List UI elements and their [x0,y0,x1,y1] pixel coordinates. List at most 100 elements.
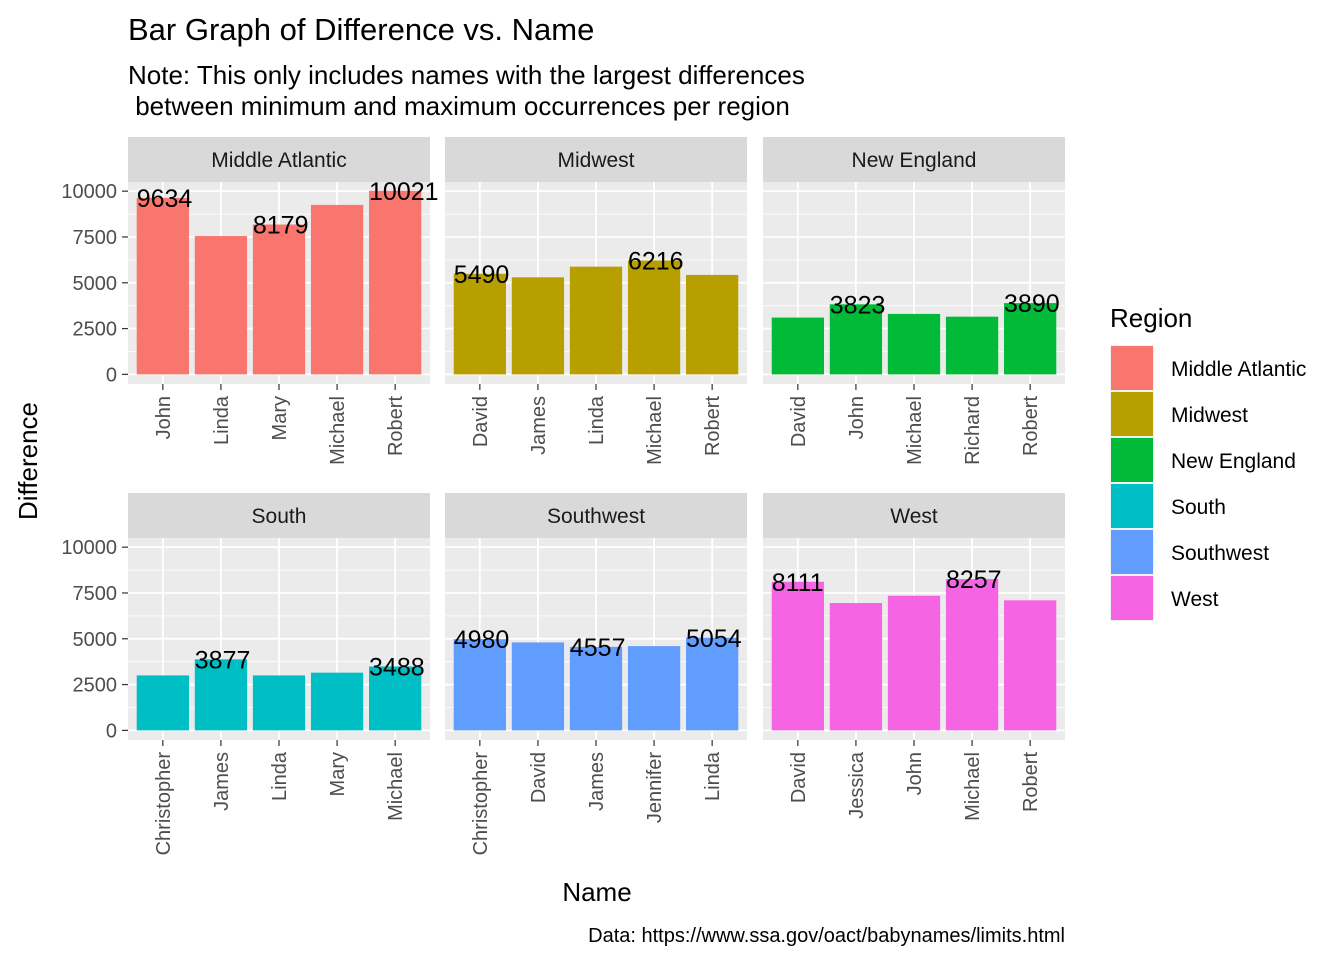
y-axis-title: Difference [13,402,43,520]
facet-middle-atlantic: Middle Atlantic 9634 8179 10021 John Linda Mar… [61,137,439,465]
x-tick-label-new-england-richard: Richard [962,396,984,465]
y-tick-label: 10000 [61,181,117,203]
facet-panels: Middle Atlantic 9634 8179 10021 John Linda Mar… [61,137,1065,855]
legend-swatch-southwest [1111,530,1153,574]
bar-middle-atlantic-linda[interactable] [194,236,248,375]
x-tick-label-south-james: James [211,752,233,811]
x-tick-label-southwest-david: David [528,752,550,803]
bar-middle-atlantic-michael[interactable] [310,204,364,375]
bar-west-robert[interactable] [1004,600,1057,731]
x-tick-label-west-robert: Robert [1020,752,1042,812]
x-tick-label-west-david: David [788,752,810,803]
x-tick-label-south-christopher: Christopher [153,752,175,856]
x-tick-label-midwest-linda: Linda [586,395,608,445]
facet-strip-west [763,493,1065,538]
bar-west-jessica[interactable] [829,603,883,731]
x-tick-label-middle-atlantic-michael: Michael [327,396,349,465]
facet-strip-label-south: South [252,505,307,528]
facet-strip-label-new-england: New England [852,149,977,172]
x-tick-label-west-john: John [904,752,926,795]
facet-new-england: New England 3823 3890 David John Michael Richa… [763,137,1065,465]
chart-caption: Data: https://www.ssa.gov/oact/babynames… [588,925,1065,947]
x-tick-label-new-england-david: David [788,396,810,447]
bar-new-england-john[interactable] [829,304,883,375]
x-tick-label-south-mary: Mary [327,752,349,796]
data-label-southwest-linda: 5054 [686,625,742,653]
facet-strip-south [128,493,430,538]
bar-southwest-christopher[interactable] [453,639,506,731]
facet-strip-label-middle-atlantic: Middle Atlantic [211,149,346,172]
data-label-south-michael: 3488 [369,653,425,681]
legend-label-west: West [1171,588,1219,611]
bar-midwest-james[interactable] [511,277,565,375]
y-tick-label: 5000 [73,629,118,651]
x-tick-label-southwest-james: James [586,752,608,811]
bar-new-england-michael[interactable] [887,313,941,375]
data-label-southwest-christopher: 4980 [454,626,510,654]
x-tick-label-southwest-christopher: Christopher [470,752,492,856]
x-tick-label-new-england-robert: Robert [1020,396,1042,456]
data-label-midwest-david: 5490 [454,261,510,289]
bar-west-john[interactable] [887,595,941,731]
bar-south-linda[interactable] [252,675,306,731]
bar-southwest-david[interactable] [511,642,565,731]
bar-south-mary[interactable] [310,672,364,731]
bar-new-england-robert[interactable] [1004,303,1057,375]
x-tick-label-southwest-jennifer: Jennifer [644,752,666,823]
bar-middle-atlantic-john[interactable] [136,197,189,375]
bar-new-england-richard[interactable] [945,316,999,375]
bar-southwest-jennifer[interactable] [627,646,681,731]
facet-strip-new-england [763,137,1065,182]
legend-swatch-midwest [1111,392,1153,436]
bar-southwest-linda[interactable] [686,637,739,731]
x-tick-label-west-michael: Michael [962,752,984,821]
x-tick-label-new-england-michael: Michael [904,396,926,465]
data-label-midwest-michael: 6216 [628,247,684,275]
facet-strip-label-midwest: Midwest [557,149,634,172]
facet-west: West 8111 8257 David Jessica John Michael Rober… [763,493,1065,821]
bar-middle-atlantic-robert[interactable] [369,190,422,375]
bar-west-david[interactable] [771,581,824,731]
chart-title: Bar Graph of Difference vs. Name [128,12,594,47]
bar-midwest-robert[interactable] [686,274,739,375]
bar-west-michael[interactable] [945,579,999,731]
x-tick-label-midwest-michael: Michael [644,396,666,465]
x-tick-label-southwest-linda: Linda [702,751,724,801]
data-label-middle-atlantic-john: 9634 [137,185,193,213]
bar-midwest-michael[interactable] [627,260,681,375]
facet-strip-middle-atlantic [128,137,430,182]
legend-swatch-new-england [1111,438,1153,482]
y-tick-label: 2500 [73,319,118,341]
legend-label-southwest: Southwest [1171,542,1269,565]
bar-new-england-david[interactable] [771,317,824,375]
bar-midwest-linda[interactable] [569,266,623,375]
x-tick-label-midwest-david: David [470,396,492,447]
bar-south-james[interactable] [194,659,248,731]
legend-title: Region [1110,303,1192,333]
bar-south-christopher[interactable] [136,675,189,731]
bar-south-michael[interactable] [369,666,422,731]
facet-strip-southwest [445,493,747,538]
y-tick-label: 7500 [73,583,118,605]
facet-strip-midwest [445,137,747,182]
bar-midwest-david[interactable] [453,273,506,375]
x-tick-label-middle-atlantic-john: John [153,396,175,439]
legend-label-south: South [1171,496,1226,519]
x-tick-label-new-england-john: John [846,396,868,439]
data-label-middle-atlantic-mary: 8179 [253,212,309,240]
data-label-south-james: 3877 [195,646,251,674]
data-label-new-england-john: 3823 [830,291,886,319]
bar-southwest-james[interactable] [569,646,623,731]
x-tick-label-midwest-robert: Robert [702,396,724,456]
data-label-west-michael: 8257 [946,566,1002,594]
bar-middle-atlantic-mary[interactable] [252,224,306,375]
facet-strip-label-southwest: Southwest [547,505,645,528]
data-label-new-england-robert: 3890 [1004,290,1060,318]
x-tick-label-middle-atlantic-linda: Linda [211,395,233,445]
legend-label-middle-atlantic: Middle Atlantic [1171,358,1306,381]
x-tick-label-middle-atlantic-mary: Mary [269,396,291,440]
chart-subtitle-line-1: Note: This only includes names with the … [128,60,805,90]
legend-label-new-england: New England [1171,450,1296,473]
facet-midwest: Midwest 5490 6216 David James Linda Michael Rob… [445,137,747,465]
